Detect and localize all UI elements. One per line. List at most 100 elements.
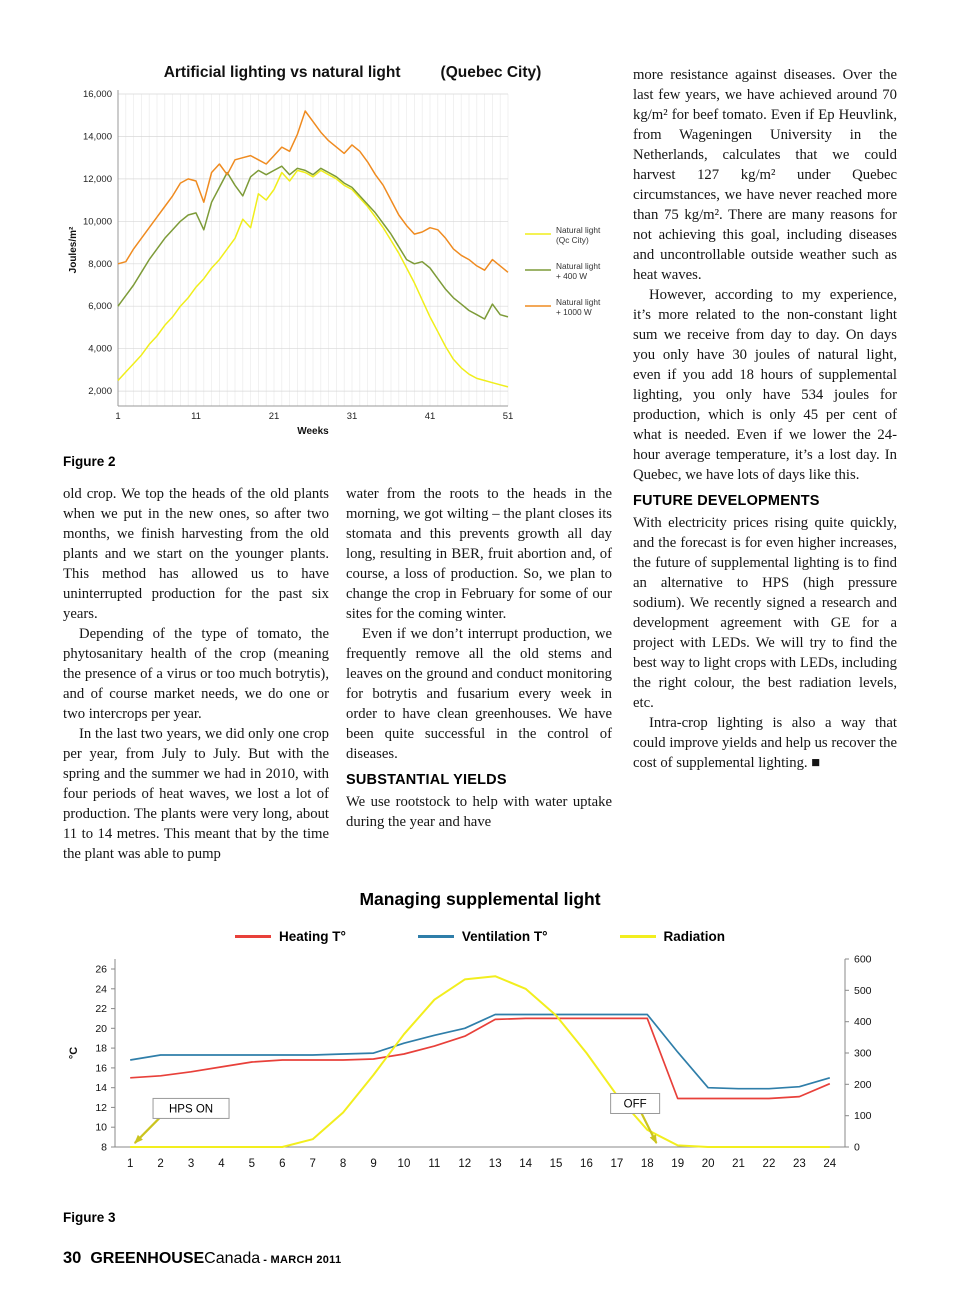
- figure2-caption: Figure 2: [63, 454, 116, 469]
- svg-text:Weeks: Weeks: [297, 426, 329, 436]
- svg-text:2,000: 2,000: [88, 386, 112, 397]
- svg-text:200: 200: [854, 1079, 872, 1091]
- svg-text:13: 13: [489, 1158, 502, 1170]
- paragraph: old crop. We top the heads of the old pl…: [63, 486, 329, 622]
- svg-text:HPS ON: HPS ON: [169, 1103, 213, 1115]
- legend-swatch-radiation: [619, 935, 656, 938]
- svg-text:18: 18: [641, 1158, 654, 1170]
- svg-text:16: 16: [95, 1062, 107, 1074]
- legend-item-ventilation: Ventilation T°: [417, 929, 548, 944]
- svg-text:400: 400: [854, 1016, 872, 1028]
- svg-text:12: 12: [458, 1158, 471, 1170]
- legend-item-radiation: Radiation: [619, 929, 726, 944]
- svg-text:6,000: 6,000: [88, 301, 112, 312]
- svg-text:1: 1: [115, 411, 120, 422]
- article-column-2: water from the roots to the heads in the…: [346, 484, 612, 864]
- svg-text:26: 26: [95, 964, 107, 976]
- svg-text:10,000: 10,000: [83, 216, 112, 227]
- svg-text:500: 500: [854, 985, 872, 997]
- svg-text:4,000: 4,000: [88, 344, 112, 355]
- figure2-chart-title: Artificial lighting vs natural light (Qu…: [63, 64, 612, 82]
- svg-text:22: 22: [95, 1003, 107, 1015]
- svg-text:16,000: 16,000: [83, 89, 112, 100]
- svg-text:2: 2: [157, 1158, 163, 1170]
- figure3-chart-title: Managing supplemental light: [359, 889, 601, 909]
- svg-text:+ 400 W: + 400 W: [556, 271, 587, 281]
- legend-label-ventilation: Ventilation T°: [461, 929, 548, 944]
- section-heading-future-developments: FUTURE DEVELOPMENTS: [633, 493, 820, 509]
- magazine-page: Artificial lighting vs natural light (Qu…: [63, 64, 897, 1267]
- svg-text:22: 22: [763, 1158, 776, 1170]
- left-column-group: Artificial lighting vs natural light (Qu…: [63, 64, 612, 864]
- paragraph: In the last two years, we did only one c…: [63, 726, 329, 862]
- paragraph: However, according to my experience, it’…: [633, 287, 897, 483]
- paragraph: Intra-crop lighting is also a way that c…: [633, 715, 897, 771]
- svg-text:0: 0: [854, 1142, 860, 1154]
- svg-text:24: 24: [95, 983, 107, 995]
- svg-text:23: 23: [793, 1158, 806, 1170]
- legend-label-heating: Heating T°: [278, 929, 346, 944]
- article-columns: old crop. We top the heads of the old pl…: [63, 484, 612, 864]
- svg-text:6: 6: [279, 1158, 285, 1170]
- svg-text:20: 20: [702, 1158, 715, 1170]
- section-heading-substantial-yields: SUBSTANTIAL YIELDS: [346, 772, 507, 788]
- svg-text:Joules/m²: Joules/m²: [68, 226, 79, 273]
- legend-swatch-ventilation: [417, 935, 454, 938]
- figure3-legend: Heating T° Ventilation T° Radiation: [63, 929, 897, 944]
- svg-text:17: 17: [610, 1158, 623, 1170]
- svg-text:24: 24: [823, 1158, 836, 1170]
- svg-text:8,000: 8,000: [88, 259, 112, 270]
- legend-label-radiation: Radiation: [663, 929, 726, 944]
- legend-swatch-heating: [234, 935, 271, 938]
- svg-text:(Qc City): (Qc City): [556, 235, 589, 245]
- svg-text:14: 14: [519, 1158, 532, 1170]
- chart-title-location: (Quebec City): [440, 64, 542, 81]
- svg-text:Natural light: Natural light: [556, 261, 601, 271]
- svg-text:11: 11: [428, 1158, 440, 1170]
- svg-text:15: 15: [550, 1158, 563, 1170]
- paragraph: We use rootstock to help with water upta…: [346, 794, 612, 830]
- article-column-3: more resistance against diseases. Over t…: [633, 64, 897, 864]
- svg-text:12,000: 12,000: [83, 174, 112, 185]
- svg-text:19: 19: [671, 1158, 684, 1170]
- figure2-chart: Artificial lighting vs natural light (Qu…: [63, 64, 612, 441]
- top-section: Artificial lighting vs natural light (Qu…: [63, 64, 897, 864]
- figure3-caption: Figure 3: [63, 1210, 116, 1225]
- svg-text:11: 11: [191, 411, 201, 422]
- svg-text:300: 300: [854, 1048, 872, 1060]
- legend-item-heating: Heating T°: [234, 929, 346, 944]
- svg-text:100: 100: [854, 1110, 872, 1122]
- svg-text:21: 21: [269, 411, 280, 422]
- svg-text:21: 21: [732, 1158, 745, 1170]
- svg-text:10: 10: [95, 1122, 107, 1134]
- page-number: 30: [63, 1249, 82, 1267]
- paragraph: Depending of the type of tomato, the phy…: [63, 626, 329, 722]
- magazine-name: GREENHOUSE: [90, 1250, 205, 1267]
- svg-text:Natural light: Natural light: [556, 297, 601, 307]
- svg-text:20: 20: [95, 1023, 107, 1035]
- paragraph: water from the roots to the heads in the…: [346, 486, 612, 622]
- svg-text:OFF: OFF: [624, 1098, 647, 1110]
- svg-text:12: 12: [95, 1102, 107, 1114]
- svg-text:31: 31: [347, 411, 358, 422]
- magazine-name-suffix: Canada: [204, 1250, 261, 1267]
- svg-text:18: 18: [95, 1043, 107, 1055]
- svg-text:3: 3: [188, 1158, 194, 1170]
- svg-text:10: 10: [398, 1158, 411, 1170]
- svg-text:°C: °C: [68, 1047, 80, 1059]
- svg-text:9: 9: [370, 1158, 376, 1170]
- figure2-chart-canvas: 2,000 4,000 6,000 8,000 10,000 12,000 14,000 16…: [68, 89, 601, 437]
- paragraph: Even if we don’t interrupt production, w…: [346, 626, 612, 762]
- svg-text:1: 1: [127, 1158, 133, 1170]
- issue-date: - MARCH 2011: [263, 1254, 342, 1266]
- paragraph: more resistance against diseases. Over t…: [633, 67, 897, 283]
- svg-text:14: 14: [95, 1082, 107, 1094]
- svg-text:7: 7: [310, 1158, 316, 1170]
- svg-text:51: 51: [503, 411, 514, 422]
- paragraph: With electricity prices rising quite qui…: [633, 515, 897, 711]
- svg-text:5: 5: [249, 1158, 255, 1170]
- svg-text:4: 4: [218, 1158, 225, 1170]
- svg-text:16: 16: [580, 1158, 593, 1170]
- figure3-chart: Managing supplemental light Heating T° V…: [63, 889, 897, 1225]
